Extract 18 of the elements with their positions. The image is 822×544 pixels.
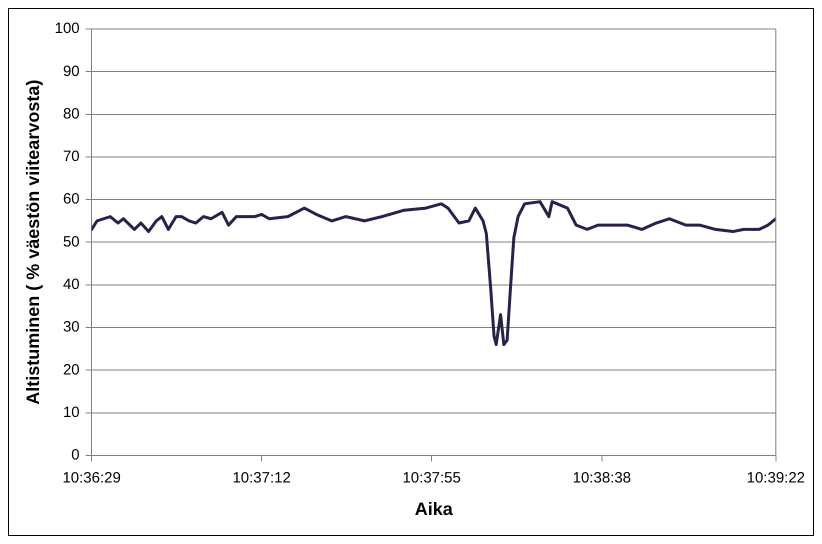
x-tick-label: 10:38:38 — [572, 470, 631, 487]
y-tick-label: 70 — [62, 148, 80, 166]
y-tick-label: 50 — [62, 233, 80, 250]
x-tick-label: 10:39:22 — [746, 470, 805, 487]
x-tick-label: 10:37:12 — [232, 470, 291, 487]
y-tick-label: 100 — [54, 20, 80, 38]
y-tick-label: 20 — [62, 361, 80, 378]
y-tick-label: 30 — [62, 318, 80, 336]
x-tick-label: 10:36:29 — [62, 470, 121, 487]
y-tick-label: 40 — [62, 276, 80, 293]
y-tick-label: 0 — [71, 446, 80, 464]
x-axis-title: Aika — [414, 499, 454, 520]
y-tick-label: 90 — [62, 62, 80, 80]
y-tick-label: 60 — [62, 190, 80, 208]
y-tick-label: 80 — [62, 105, 80, 122]
y-axis-title: Altistuminen ( % väestön viitearvosta) — [22, 80, 43, 405]
y-tick-label: 10 — [62, 404, 80, 421]
x-tick-label: 10:37:55 — [402, 470, 461, 487]
